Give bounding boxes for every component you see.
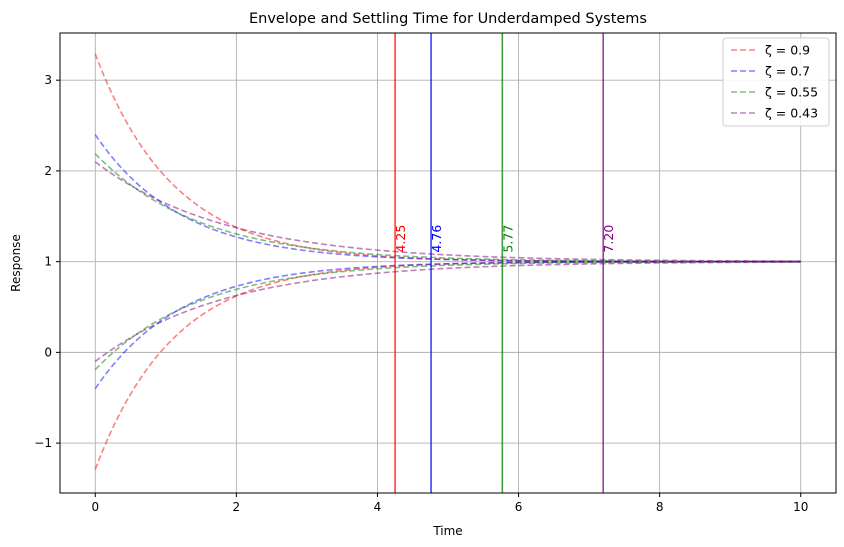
x-tick-label: 6 (515, 500, 523, 514)
x-tick-label: 0 (91, 500, 99, 514)
envelope-upper-line (94, 53, 801, 263)
x-tick-label: 2 (233, 500, 241, 514)
legend-label: ζ = 0.43 (765, 106, 818, 121)
y-tick-label: −1 (34, 436, 52, 450)
settling-time-label: 7.20 (601, 225, 616, 253)
x-tick-label: 8 (656, 500, 664, 514)
envelope-lower-line (94, 260, 801, 390)
settling-time-label: 5.77 (500, 225, 515, 253)
legend: ζ = 0.9 ζ = 0.7 ζ = 0.55 ζ = 0.43 (722, 37, 830, 127)
legend-box (722, 37, 830, 127)
chart-title: Envelope and Settling Time for Underdamp… (249, 11, 647, 27)
plot-area: 4.25 4.76 5.77 7.20 (94, 33, 801, 493)
plot-frame (59, 32, 837, 494)
envelope-upper-line (94, 134, 801, 263)
envelope-upper-line (94, 161, 801, 262)
axis-ticks: 0 2 4 6 8 10 −1 0 1 2 3 (34, 73, 808, 514)
y-tick-label: 3 (44, 73, 52, 87)
settling-time-label: 4.76 (429, 225, 444, 253)
y-tick-label: 0 (44, 345, 52, 359)
x-tick-label: 10 (793, 500, 808, 514)
y-tick-label: 2 (44, 164, 52, 178)
y-tick-label: 1 (44, 255, 52, 269)
envelope-lower-line (94, 260, 801, 470)
x-axis-label: Time (432, 524, 462, 538)
envelope-lower-line (94, 261, 801, 363)
legend-label: ζ = 0.9 (765, 43, 810, 58)
y-axis-label: Response (9, 234, 23, 292)
settling-time-label: 4.25 (393, 225, 408, 253)
legend-label: ζ = 0.7 (765, 64, 810, 79)
x-tick-label: 4 (374, 500, 382, 514)
legend-label: ζ = 0.55 (765, 85, 818, 100)
